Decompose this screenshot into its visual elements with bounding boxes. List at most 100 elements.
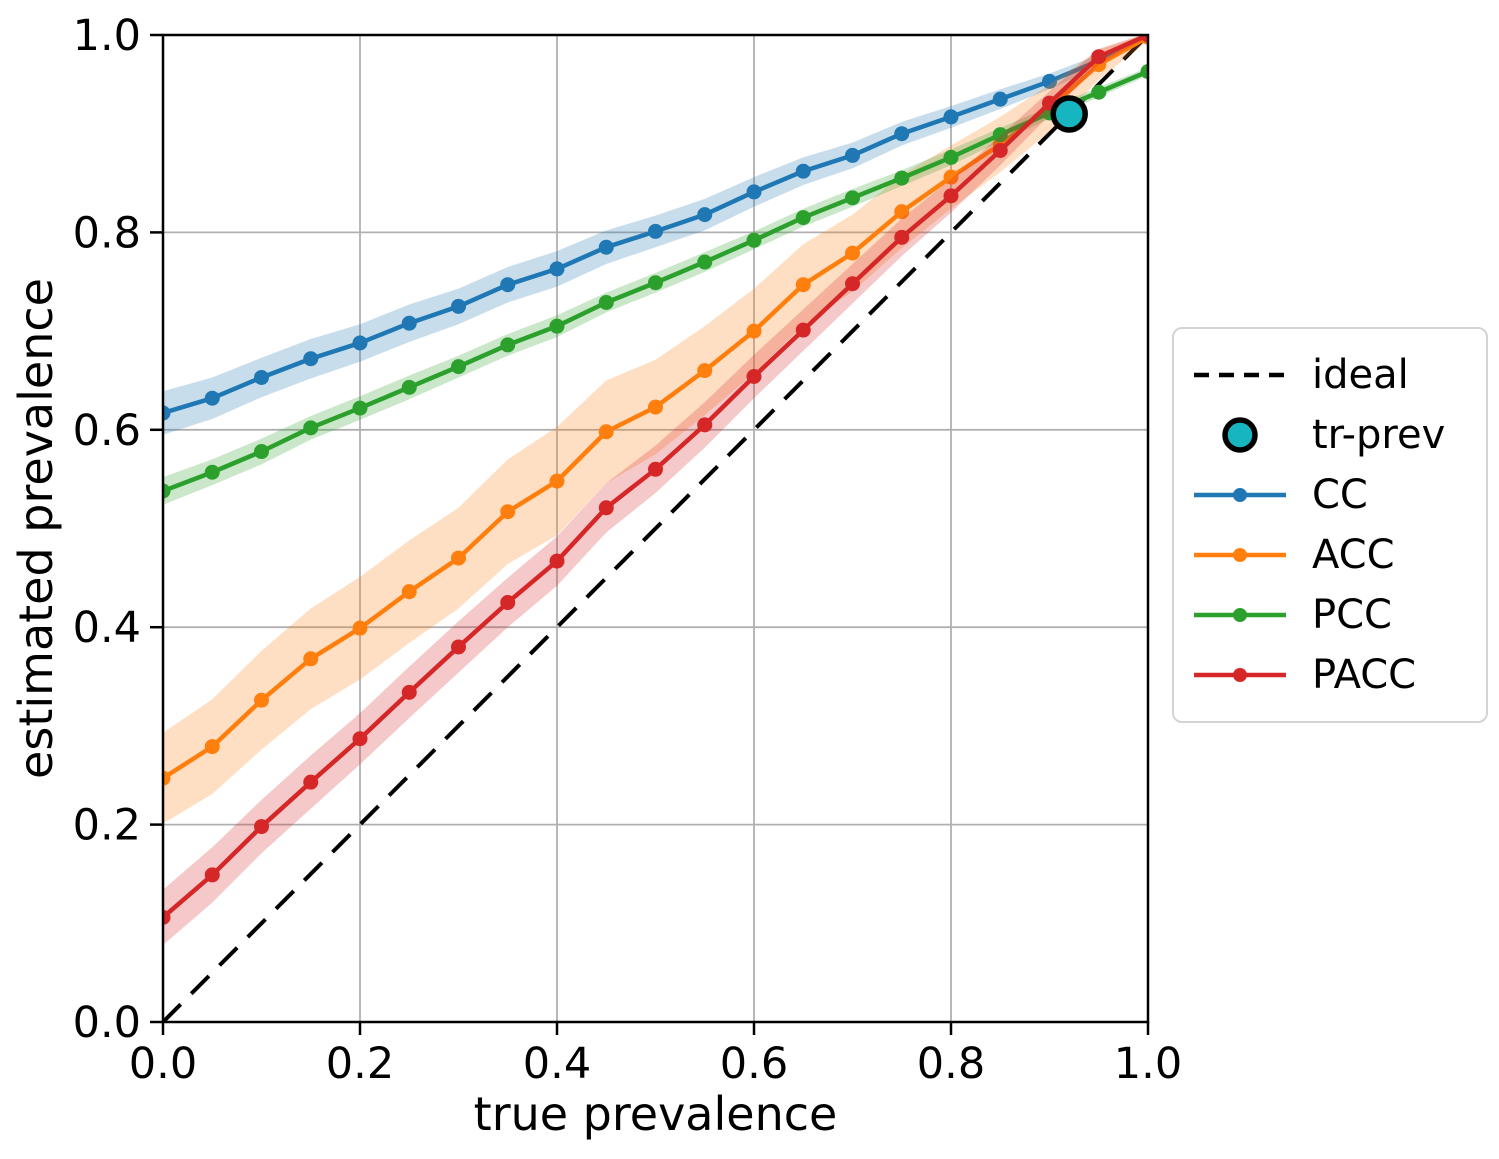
pcc-marker	[697, 254, 713, 270]
legend: ideal tr-prev CC ACC	[1172, 327, 1488, 723]
cc-marker	[992, 91, 1008, 107]
pacc-marker	[401, 684, 417, 700]
pacc-marker	[254, 819, 269, 835]
plot-area	[163, 35, 1148, 1022]
pacc-marker	[163, 909, 171, 925]
x-axis-label: true prevalence	[474, 1087, 838, 1141]
y-tick-label: 0.6	[73, 406, 141, 456]
acc-marker	[943, 169, 959, 185]
pcc-marker	[401, 379, 417, 395]
acc-marker	[549, 473, 565, 489]
legend-row-acc: ACC	[1192, 531, 1470, 579]
acc-marker	[352, 620, 368, 636]
pacc-marker	[352, 731, 368, 747]
pcc-marker	[549, 318, 565, 334]
cc-marker	[795, 163, 811, 179]
cc-marker	[845, 147, 860, 163]
pcc-marker	[500, 337, 516, 353]
legend-label-acc: ACC	[1312, 532, 1395, 578]
acc-line-icon	[1194, 548, 1286, 562]
cc-marker	[303, 351, 319, 367]
legend-row-cc: CC	[1192, 471, 1470, 519]
pacc-marker	[549, 553, 565, 569]
pacc-marker	[451, 639, 466, 655]
pacc-marker	[845, 276, 860, 292]
pcc-marker	[992, 127, 1008, 143]
legend-label-pacc: PACC	[1312, 652, 1417, 698]
cc-marker	[549, 261, 565, 277]
y-tick-label: 0.2	[73, 801, 141, 851]
x-tick-label: 0.0	[129, 1039, 197, 1089]
cc-marker	[254, 369, 269, 385]
pacc-marker	[943, 188, 959, 204]
y-tick-label: 0.0	[73, 998, 141, 1048]
pcc-marker	[1091, 84, 1107, 100]
ideal-dashed-line-icon	[1194, 372, 1286, 378]
axes-spines	[161, 33, 1150, 1024]
pcc-markers	[163, 64, 1148, 499]
pcc-marker	[352, 400, 368, 416]
cc-marker	[204, 390, 220, 406]
legend-label-cc: CC	[1312, 472, 1368, 518]
x-tick-label: 0.6	[720, 1039, 788, 1089]
acc-marker	[303, 651, 319, 667]
cc-markers	[163, 35, 1148, 421]
y-tick-label: 0.4	[73, 603, 141, 653]
pcc-line-icon	[1194, 608, 1286, 622]
pcc-marker	[746, 232, 762, 248]
legend-row-pacc: PACC	[1192, 651, 1470, 699]
y-tick-label: 1.0	[73, 11, 141, 61]
acc-marker	[795, 277, 811, 293]
pacc-marker	[992, 142, 1008, 158]
acc-marker	[163, 770, 171, 786]
pcc-marker	[795, 210, 811, 226]
acc-marker	[845, 245, 860, 261]
cc-line-icon	[1194, 488, 1286, 502]
pacc-marker	[648, 461, 663, 477]
pcc-marker	[1140, 64, 1148, 80]
pcc-marker	[303, 420, 319, 436]
cc-marker	[894, 126, 910, 142]
pacc-marker	[697, 417, 713, 433]
pacc-markers	[163, 35, 1148, 925]
pcc-marker	[204, 464, 220, 480]
pacc-marker	[795, 322, 811, 338]
y-axis-label: estimated prevalence	[9, 278, 63, 779]
acc-marker	[401, 584, 417, 600]
acc-marker	[500, 504, 516, 520]
pacc-marker	[598, 500, 614, 516]
acc-marker	[204, 739, 220, 755]
x-tick-label: 1.0	[1114, 1039, 1182, 1089]
pcc-marker	[598, 294, 614, 310]
tr-prev-marker-icon	[1222, 417, 1258, 453]
y-tick-label: 0.8	[73, 208, 141, 258]
pacc-marker	[1140, 35, 1148, 43]
x-tick-label: 0.8	[917, 1039, 985, 1089]
cc-marker	[1042, 73, 1057, 89]
pcc-marker	[894, 170, 910, 186]
x-tick-label: 0.4	[523, 1039, 591, 1089]
cc-marker	[943, 109, 959, 125]
acc-marker	[746, 323, 762, 339]
acc-marker	[598, 424, 614, 440]
legend-row-pcc: PCC	[1192, 591, 1470, 639]
cc-marker	[500, 277, 516, 293]
pacc-marker	[1091, 49, 1107, 65]
pacc-confidence-band	[163, 35, 1148, 946]
legend-label-pcc: PCC	[1312, 592, 1392, 638]
x-tick-label: 0.2	[326, 1039, 394, 1089]
acc-marker	[697, 363, 713, 379]
pacc-marker	[500, 595, 516, 611]
legend-label-tr-prev: tr-prev	[1312, 412, 1446, 458]
ticks: 0.0 0.2 0.4 0.6 0.8 1.0 0.0 0.2 0.4 0.6 0.8 1.0	[73, 11, 1183, 1089]
legend-label-ideal: ideal	[1312, 352, 1409, 398]
legend-row-ideal: ideal	[1192, 351, 1470, 399]
legend-row-tr-prev: tr-prev	[1192, 411, 1470, 459]
pcc-marker	[648, 275, 663, 291]
pcc-marker	[451, 359, 466, 375]
pcc-marker	[163, 483, 171, 499]
acc-marker	[254, 692, 269, 708]
cc-marker	[163, 405, 171, 421]
tr-prev-marker	[1050, 95, 1088, 133]
